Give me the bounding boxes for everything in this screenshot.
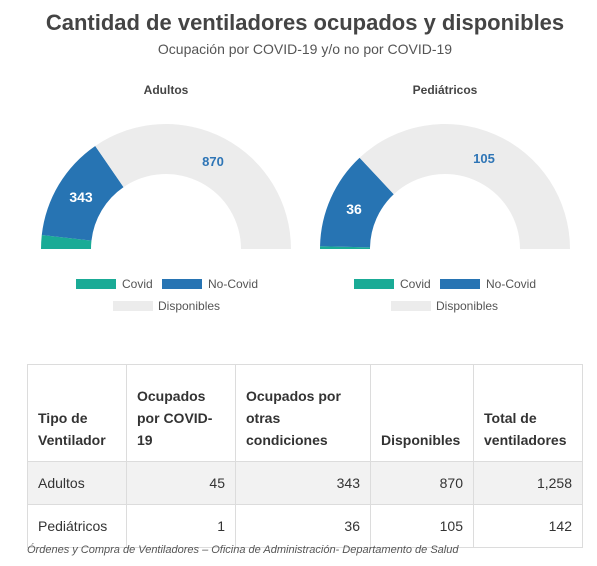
- header-ocupados-covid: Ocupados por COVID-19: [126, 364, 236, 462]
- gauges-svg: Adultos 343 870 Pediátricos 36 105: [41, 83, 570, 249]
- row-pediatric-total: 142: [473, 504, 583, 548]
- legend-adults-available-swatch: [113, 301, 153, 311]
- legend-adults-covid-label: Covid: [122, 277, 153, 291]
- header-disponibles: Disponibles: [370, 364, 474, 462]
- legend-adults-covid-swatch: [76, 279, 116, 289]
- legend-adults-nocovid-swatch: [162, 279, 202, 289]
- ventilator-table: Tipo de Ventilador Ocupados por COVID-19…: [27, 364, 583, 548]
- legend-adults-available-label: Disponibles: [158, 299, 221, 313]
- row-adults-type: Adultos: [27, 461, 127, 505]
- row-pediatric-covid: 1: [126, 504, 236, 548]
- row-adults-disponibles: 870: [370, 461, 474, 505]
- gauge-adults-available-label: 870: [202, 154, 224, 169]
- legend-pediatric-available-label: Disponibles: [436, 299, 499, 313]
- gauge-pediatric-nocovid-segment: [320, 157, 394, 248]
- gauge-adults-nocovid-label: 343: [69, 189, 93, 205]
- gauge-pediatric-title: Pediátricos: [413, 83, 478, 97]
- gauge-pediatric-nocovid-label: 36: [346, 201, 362, 217]
- chart-title: Cantidad de ventiladores ocupados y disp…: [45, 10, 565, 35]
- table-row: Pediátricos 1 36 105 142: [27, 504, 583, 548]
- header-tipo: Tipo de Ventilador: [27, 364, 127, 462]
- row-adults-otras: 343: [235, 461, 371, 505]
- legend-pediatric-nocovid-label: No-Covid: [486, 277, 537, 291]
- gauge-adults-available-segment: [95, 124, 291, 249]
- legend-pediatric-nocovid-swatch: [440, 279, 480, 289]
- header-ocupados-otras: Ocupados por otras condiciones: [235, 364, 371, 462]
- table-row: Adultos 45 343 870 1,258: [27, 461, 583, 505]
- row-adults-total: 1,258: [473, 461, 583, 505]
- row-pediatric-type: Pediátricos: [27, 504, 127, 548]
- row-pediatric-disponibles: 105: [370, 504, 474, 548]
- gauge-adults-nocovid-segment: [41, 145, 124, 241]
- gauge-pediatric-available-label: 105: [473, 151, 495, 166]
- chart-subtitle: Ocupación por COVID-19 y/o no por COVID-…: [157, 41, 453, 57]
- legend-pediatric-available-swatch: [391, 301, 431, 311]
- gauge-pediatric-available-segment: [359, 123, 570, 249]
- gauge-adults-title: Adultos: [144, 83, 189, 97]
- row-adults-covid: 45: [126, 461, 236, 505]
- header-total: Total de ventiladores: [473, 364, 583, 462]
- gauge-pediatric-covid-segment: [320, 246, 371, 249]
- source-footnote: Órdenes y Compra de Ventiladores – Ofici…: [27, 544, 459, 556]
- gauge-adults-covid-segment: [41, 234, 92, 249]
- row-pediatric-otras: 36: [235, 504, 371, 548]
- legend-pediatric-covid-swatch: [354, 279, 394, 289]
- legend-adults-nocovid-label: No-Covid: [208, 277, 259, 291]
- table-header-row: Tipo de Ventilador Ocupados por COVID-19…: [27, 364, 583, 462]
- legend-pediatric-covid-label: Covid: [400, 277, 431, 291]
